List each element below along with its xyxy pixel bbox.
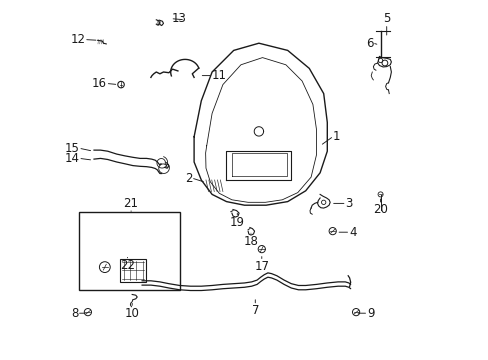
Text: 11: 11 xyxy=(211,69,226,82)
Text: 14: 14 xyxy=(64,152,80,165)
Text: 20: 20 xyxy=(372,203,387,216)
Text: 21: 21 xyxy=(123,197,138,210)
Text: 5: 5 xyxy=(382,12,389,25)
Bar xyxy=(120,259,146,282)
Text: 3: 3 xyxy=(345,197,352,210)
Text: 1: 1 xyxy=(332,130,340,143)
Text: 10: 10 xyxy=(124,307,140,320)
Text: 22: 22 xyxy=(120,259,135,272)
Text: 6: 6 xyxy=(365,37,373,50)
Bar xyxy=(79,212,179,290)
Text: 9: 9 xyxy=(366,307,374,320)
Text: 4: 4 xyxy=(348,226,356,239)
Text: 18: 18 xyxy=(243,235,258,248)
Text: 16: 16 xyxy=(92,77,107,90)
Text: 12: 12 xyxy=(70,33,85,46)
Text: 7: 7 xyxy=(251,304,259,317)
Text: 8: 8 xyxy=(71,307,78,320)
Text: 2: 2 xyxy=(184,172,192,185)
Text: 13: 13 xyxy=(171,12,186,25)
Text: 19: 19 xyxy=(229,216,244,229)
Text: 15: 15 xyxy=(64,142,80,155)
Text: 17: 17 xyxy=(254,260,269,273)
